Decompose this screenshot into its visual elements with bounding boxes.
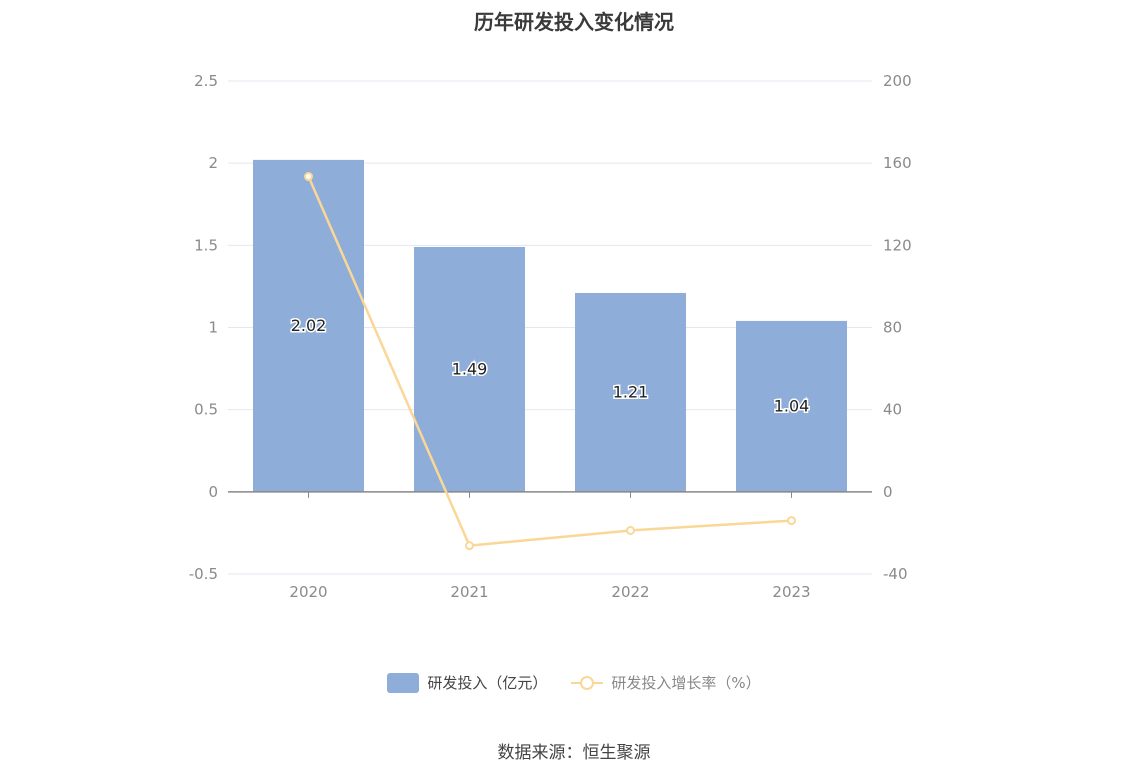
data-source: 数据来源：恒生聚源 [497, 743, 651, 763]
y-left-tick-label: 1 [208, 319, 218, 337]
bar-2021 [414, 246, 525, 492]
bar-2022 [575, 292, 686, 492]
growth-line [307, 176, 792, 547]
x-tick-label: 2020 [289, 583, 327, 601]
y-left-tick-label: 2 [208, 154, 218, 172]
bar-value-label: 2.02 [291, 316, 327, 335]
growth-point-2020 [304, 172, 313, 182]
y-left-tick-label: -0.5 [189, 565, 218, 583]
y-left-tick-label: 1.5 [194, 236, 218, 254]
x-tick-label: 2021 [450, 583, 488, 601]
legend: 研发投入（亿元） 研发投入增长率（%） [0, 672, 1148, 693]
y-right-tick-label: 160 [883, 154, 912, 172]
y-right-tick-label: 0 [883, 483, 893, 501]
legend-item-line[interactable]: 研发投入增长率（%） [571, 672, 761, 693]
bar-value-label: 1.04 [774, 396, 810, 415]
bar-2020 [253, 159, 364, 492]
bar-value-label: 1.49 [452, 359, 488, 378]
chart-title: 历年研发投入变化情况 [474, 10, 674, 34]
y-right-tick-label: -40 [883, 565, 908, 583]
bar-value-label: 1.21 [613, 382, 649, 401]
y-left-tick-label: 2.5 [194, 72, 218, 90]
x-tick-label: 2023 [772, 583, 810, 601]
legend-line-label: 研发投入增长率（%） [611, 674, 761, 692]
legend-item-bar[interactable]: 研发投入（亿元） [387, 672, 547, 693]
legend-line-swatch [571, 673, 604, 693]
y-right-tick-label: 120 [883, 236, 912, 254]
y-right-tick-label: 40 [883, 401, 902, 419]
y-left-tick-label: 0.5 [194, 401, 218, 419]
y-left-tick-label: 0 [208, 483, 218, 501]
bar-2023 [736, 320, 847, 492]
y-right-tick-label: 200 [883, 72, 912, 90]
x-tick-label: 2022 [611, 583, 649, 601]
growth-point-2023 [787, 516, 796, 526]
legend-bar-label: 研发投入（亿元） [427, 674, 548, 692]
y-right-tick-label: 80 [883, 319, 902, 337]
growth-point-2022 [626, 525, 635, 535]
legend-bar-swatch [387, 672, 420, 693]
growth-point-2021 [465, 541, 474, 551]
